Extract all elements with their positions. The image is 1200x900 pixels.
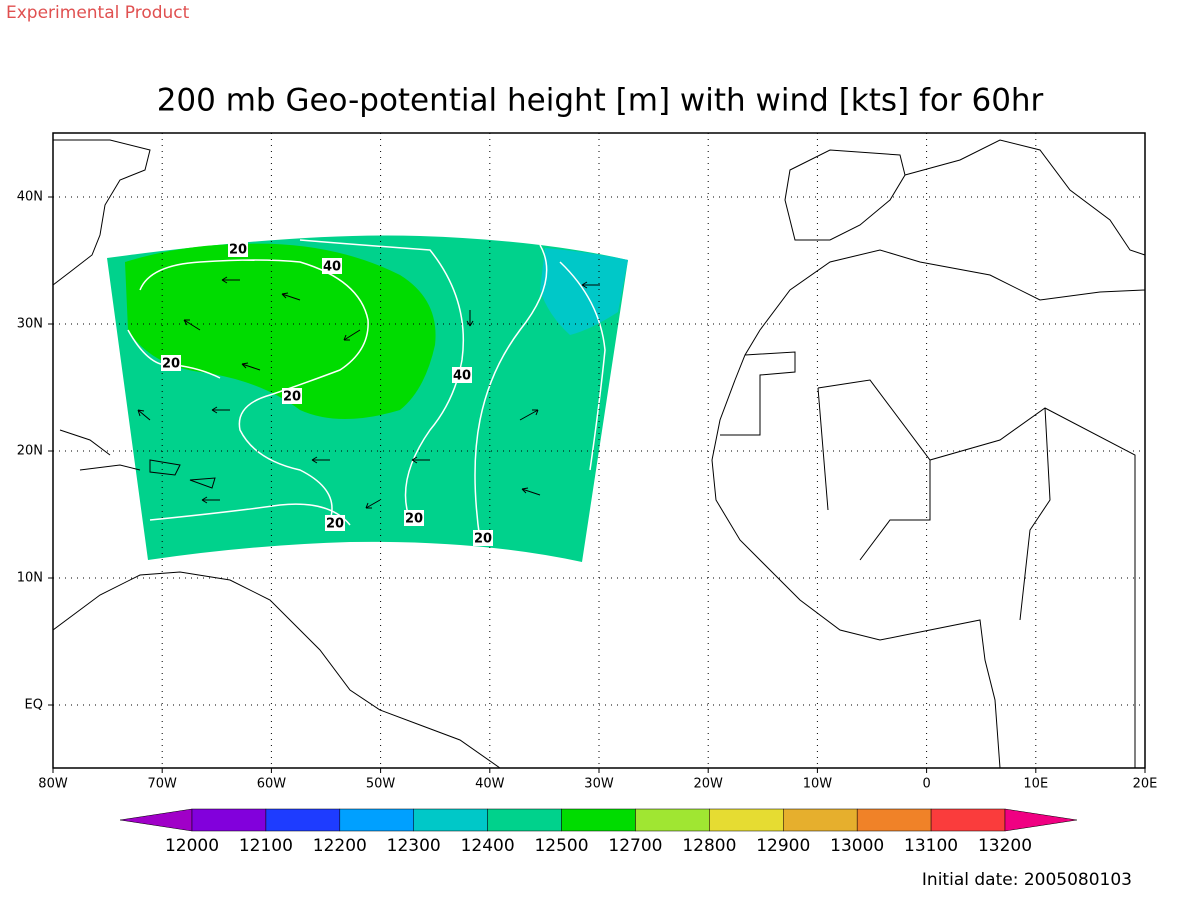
lon-label: 20E xyxy=(1133,777,1158,792)
map: 80W 70W 60W 50W 40W 30W 20W 10W 0 10E 20E 40N 30N 20N… xyxy=(17,132,1158,792)
colorbar-segment xyxy=(561,808,636,832)
lon-label: 10E xyxy=(1023,777,1048,792)
contour-label-bg xyxy=(452,367,472,383)
colorbar-label: 12700 xyxy=(608,836,662,856)
lon-label: 30W xyxy=(584,777,614,792)
field-region xyxy=(125,243,436,419)
lon-label: 70W xyxy=(147,777,177,792)
contour xyxy=(299,239,465,521)
colorbar-segment xyxy=(783,808,858,832)
colorbar-triangle xyxy=(1004,808,1078,832)
colorbar-segment xyxy=(265,808,341,832)
colorbar-label: 12500 xyxy=(534,836,588,856)
contour-label-bg xyxy=(282,388,302,404)
lon-label: 80W xyxy=(38,777,68,792)
lat-label: EQ xyxy=(25,698,43,713)
colorbar-segment xyxy=(709,808,784,832)
contour-label: 20 xyxy=(229,243,247,258)
lat-label: 40N xyxy=(17,190,43,205)
lon-label: 20W xyxy=(693,777,723,792)
contour-label-bg xyxy=(228,241,248,257)
contour-label: 20 xyxy=(405,512,423,527)
colorbar-label: 12400 xyxy=(461,836,515,856)
colorbar-label: 12900 xyxy=(756,836,810,856)
lat-label: 20N xyxy=(17,444,43,459)
contour xyxy=(139,259,369,521)
colorbar-label: 13200 xyxy=(978,836,1032,856)
colorbar-label: 13100 xyxy=(904,836,958,856)
colorbar-label: 13000 xyxy=(830,836,884,856)
contour-label-bg xyxy=(325,515,345,531)
lat-label: 10N xyxy=(17,571,43,586)
colorbar-label: 12300 xyxy=(387,836,441,856)
lat-label: 30N xyxy=(17,317,43,332)
contour-label-bg xyxy=(404,510,424,526)
contour-label-bg xyxy=(161,355,181,371)
lon-label: 10W xyxy=(803,777,833,792)
colorbar-segment xyxy=(856,808,932,832)
contour-label: 40 xyxy=(323,260,341,275)
colorbar-segment xyxy=(191,808,267,832)
contour xyxy=(474,244,548,541)
contour-label: 20 xyxy=(474,532,492,547)
product-note: Experimental Product xyxy=(6,3,190,23)
map-content xyxy=(53,139,1145,768)
colorbar-label: 12200 xyxy=(313,836,367,856)
colorbar-segment xyxy=(487,808,562,832)
contour-label-bg xyxy=(322,258,342,274)
map-title: 200 mb Geo-potential height [m] with win… xyxy=(157,83,1044,119)
contour xyxy=(559,261,606,471)
colorbar-label: 12000 xyxy=(165,836,219,856)
colorbar-label: 12100 xyxy=(239,836,293,856)
colorbar-label: 12800 xyxy=(682,836,736,856)
contour-label: 20 xyxy=(162,357,180,372)
colorbar-segment xyxy=(930,808,1006,832)
lon-label: 0 xyxy=(922,777,930,792)
contour-label: 40 xyxy=(453,369,471,384)
wind-arrows xyxy=(137,276,600,509)
initial-date: Initial date: 2005080103 xyxy=(922,870,1132,890)
colorbar-segment xyxy=(635,808,710,832)
contour-label: 20 xyxy=(283,390,301,405)
lon-label: 50W xyxy=(366,777,396,792)
contour-label-bg xyxy=(473,530,493,546)
colorbar-segment xyxy=(339,808,414,832)
contour-label: 20 xyxy=(326,517,344,532)
contour xyxy=(149,503,351,526)
colorbar-segment xyxy=(413,808,488,832)
lon-label: 40W xyxy=(475,777,505,792)
colorbar-triangle xyxy=(119,808,193,832)
lon-label: 60W xyxy=(257,777,287,792)
